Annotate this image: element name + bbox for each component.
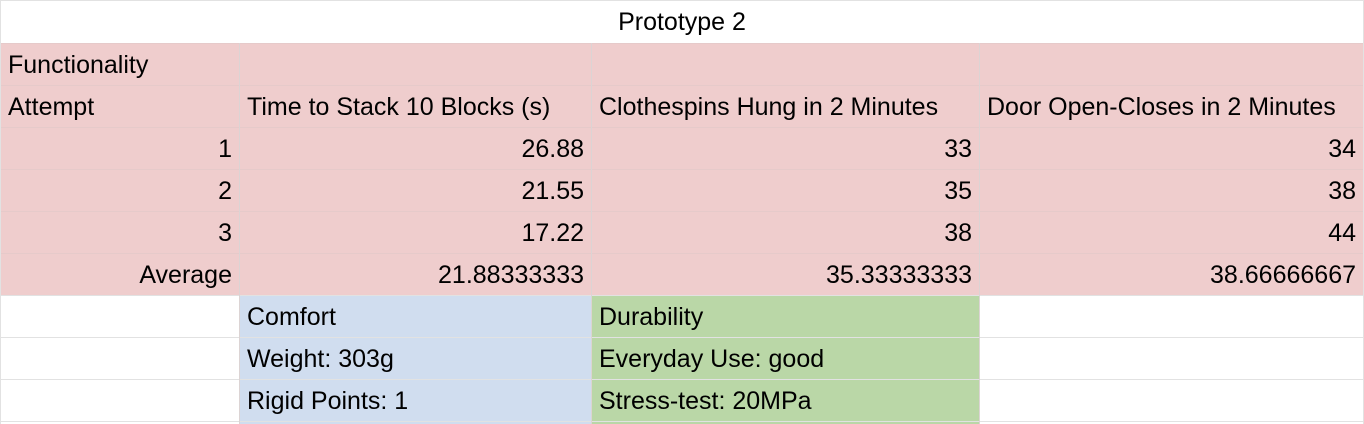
table-cell-clothespins: 35 <box>944 177 972 205</box>
durability-label: Durability <box>599 303 704 331</box>
gridline <box>0 85 1364 86</box>
table-cell-time: 17.22 <box>521 219 584 247</box>
header-attempt: Attempt <box>8 93 95 121</box>
gridline <box>0 253 1364 254</box>
gridline <box>0 211 1364 212</box>
table-cell-time: 21.55 <box>521 177 584 205</box>
header-door-open-closes: Door Open-Closes in 2 Minutes <box>987 93 1336 121</box>
table-cell-attempt: 1 <box>218 135 232 163</box>
comfort-block-fill <box>239 295 591 424</box>
table-cell-clothespins: 38 <box>944 219 972 247</box>
comfort-label: Comfort <box>247 303 336 331</box>
table-cell-average-door: 38.66666667 <box>1210 261 1356 289</box>
gridline <box>0 295 1364 296</box>
gridline <box>0 379 1364 380</box>
table-cell-attempt: 2 <box>218 177 232 205</box>
functionality-label: Functionality <box>8 51 149 79</box>
table-cell-door: 34 <box>1328 135 1356 163</box>
table-cell-clothespins: 33 <box>944 135 972 163</box>
gridline <box>0 43 1364 44</box>
gridline <box>0 337 1364 338</box>
durability-everyday-use: Everyday Use: good <box>599 345 825 373</box>
table-cell-attempt: 3 <box>218 219 232 247</box>
header-time-to-stack: Time to Stack 10 Blocks (s) <box>247 93 551 121</box>
table-cell-average-label: Average <box>139 261 232 289</box>
gridline <box>0 421 1364 422</box>
durability-block-fill <box>591 295 979 424</box>
table-cell-average-time: 21.88333333 <box>438 261 584 289</box>
comfort-weight: Weight: 303g <box>247 345 394 373</box>
durability-stress-test: Stress-test: 20MPa <box>599 387 812 415</box>
table-cell-door: 44 <box>1328 219 1356 247</box>
gridline <box>591 43 592 424</box>
gridline <box>0 169 1364 170</box>
gridline <box>0 0 1364 1</box>
comfort-rigid-points: Rigid Points: 1 <box>247 387 409 415</box>
gridline <box>0 127 1364 128</box>
table-cell-door: 38 <box>1328 177 1356 205</box>
header-clothespins: Clothespins Hung in 2 Minutes <box>599 93 939 121</box>
gridline <box>239 43 240 424</box>
gridline <box>979 43 980 424</box>
table-title: Prototype 2 <box>618 8 746 36</box>
table-cell-average-clothespins: 35.33333333 <box>826 261 972 289</box>
table-cell-time: 26.88 <box>521 135 584 163</box>
gridline <box>0 0 1 424</box>
